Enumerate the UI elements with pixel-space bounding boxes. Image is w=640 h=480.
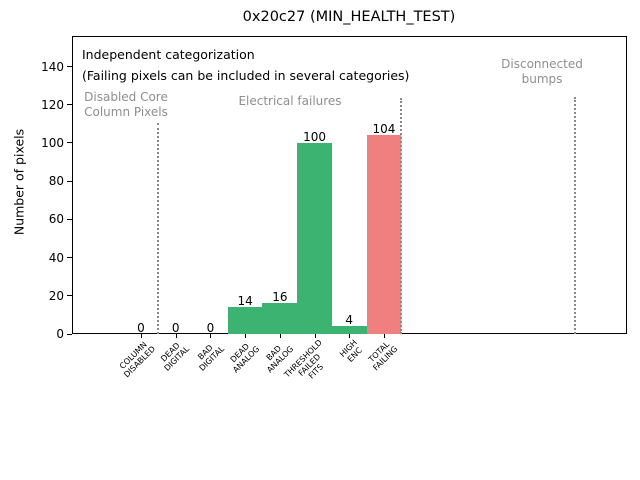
bar-value-label: 0 bbox=[171, 321, 180, 335]
y-tick-label: 140 bbox=[41, 59, 64, 74]
x-tick-mark bbox=[279, 334, 281, 338]
section-separator-line bbox=[157, 123, 160, 334]
x-tick-label: DEAD ANALOG bbox=[228, 341, 261, 375]
bar-value-label: 0 bbox=[137, 321, 145, 335]
y-tick-label: 20 bbox=[48, 288, 64, 303]
plot-area bbox=[72, 36, 627, 334]
x-tick-label: COLUMN DISABLED bbox=[117, 340, 157, 380]
x-tick-mark bbox=[245, 334, 247, 338]
y-tick-label: 80 bbox=[48, 174, 64, 189]
x-tick-label: HIGH ENC bbox=[337, 338, 364, 364]
annotation-line-1: Independent categorization bbox=[82, 47, 255, 62]
bar bbox=[297, 142, 332, 334]
y-tick-label: 60 bbox=[48, 212, 64, 227]
annotation-line-2: (Failing pixels can be included in sever… bbox=[82, 68, 410, 83]
section-label: Disabled Core Column Pixels bbox=[84, 90, 168, 119]
y-tick-label: 120 bbox=[41, 97, 64, 112]
section-separator-line bbox=[400, 98, 403, 334]
x-tick-label: BAD DIGITAL bbox=[196, 343, 227, 373]
bar-value-label: 4 bbox=[345, 313, 354, 328]
y-tick-label: 40 bbox=[48, 250, 64, 265]
bar bbox=[262, 303, 298, 334]
section-separator-line bbox=[573, 97, 576, 334]
x-tick-mark bbox=[349, 334, 351, 338]
y-tick-mark bbox=[67, 218, 72, 220]
bar-value-label: 0 bbox=[206, 321, 215, 335]
section-label: Disconnected bumps bbox=[501, 57, 583, 86]
x-tick-mark bbox=[175, 334, 177, 338]
x-tick-mark bbox=[210, 334, 212, 338]
y-tick-label: 0 bbox=[56, 327, 64, 341]
y-tick-mark bbox=[67, 295, 72, 297]
y-tick-mark bbox=[67, 180, 72, 182]
chart-title: 0x20c27 (MIN_HEALTH_TEST) bbox=[242, 9, 456, 25]
x-tick-label: DEAD DIGITAL bbox=[159, 340, 192, 373]
y-tick-label: 100 bbox=[41, 135, 64, 150]
bar-value-label: 14 bbox=[237, 294, 253, 309]
x-tick-mark bbox=[314, 334, 316, 338]
y-tick-mark bbox=[67, 142, 72, 144]
section-label: Electrical failures bbox=[238, 94, 342, 108]
x-tick-mark bbox=[141, 334, 142, 338]
y-tick-mark bbox=[67, 66, 72, 68]
x-tick-label: TOTAL FAILING bbox=[367, 339, 400, 373]
y-tick-mark bbox=[67, 333, 72, 335]
y-tick-mark bbox=[67, 257, 72, 259]
bar-value-label: 16 bbox=[272, 290, 288, 305]
bar bbox=[366, 135, 402, 334]
y-tick-mark bbox=[67, 104, 72, 106]
bar bbox=[227, 307, 263, 334]
bar bbox=[331, 326, 367, 334]
bar-value-label: 100 bbox=[303, 129, 326, 144]
bar-value-label: 104 bbox=[372, 122, 396, 137]
x-tick-mark bbox=[383, 334, 385, 338]
